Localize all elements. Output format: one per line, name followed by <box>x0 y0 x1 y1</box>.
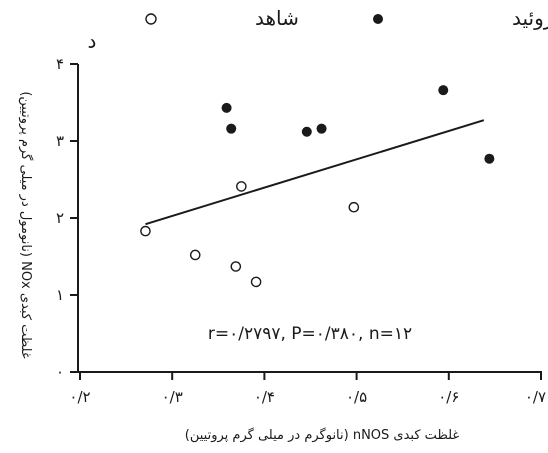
y-tick-label: ۲ <box>56 209 64 227</box>
panel-label: د <box>88 29 97 53</box>
legend-marker-thyroid <box>373 14 383 24</box>
x-tick-label: ۰/۵ <box>346 388 367 406</box>
y-tick-label: ۱ <box>56 286 64 304</box>
x-axis-title: غلظت کبدی nNOS (نانوگرم در میلی گرم پروت… <box>185 427 460 443</box>
data-point-thyroid <box>438 85 449 96</box>
x-tick-label: ۰/۶ <box>438 388 459 406</box>
data-point-control <box>230 261 242 272</box>
data-point-thyroid <box>484 153 495 164</box>
data-point-control <box>236 181 247 192</box>
x-tick-label: ۰/۴ <box>254 388 275 406</box>
y-tick-label: ۴ <box>56 55 64 73</box>
y-tick-label: ۰ <box>56 363 64 381</box>
legend: پرکار تیروئید شاهد <box>145 6 548 31</box>
legend-marker-control <box>145 13 157 25</box>
regression-line <box>145 119 485 226</box>
data-point-thyroid <box>316 123 327 134</box>
data-point-thyroid <box>301 126 312 137</box>
y-axis-ticks: ۰ ۱ ۲ ۳ ۴ <box>56 55 78 381</box>
legend-label-control: شاهد <box>255 6 299 30</box>
data-points <box>140 85 495 288</box>
data-point-thyroid <box>226 123 237 134</box>
y-tick-label: ۳ <box>56 132 64 150</box>
data-point-thyroid <box>221 102 232 113</box>
data-point-control <box>140 225 151 237</box>
x-tick-label: ۰/۷ <box>525 388 546 406</box>
data-point-control <box>348 201 360 213</box>
x-tick-label: ۰/۳ <box>162 388 183 406</box>
legend-label-thyroid: پرکار تیروئید <box>512 6 548 31</box>
stats-annotation: r=۰/۲۷۹۷, P=۰/۳۸۰, n=۱۲ <box>208 324 412 344</box>
data-point-control <box>250 276 262 288</box>
y-axis-title: غلظت کبدی NOx (نانومول در میلی گرم پروتی… <box>18 91 34 359</box>
x-tick-label: ۰/۲ <box>69 388 90 406</box>
data-point-control <box>189 249 201 261</box>
x-axis-ticks: ۰/۲ ۰/۳ ۰/۴ ۰/۵ ۰/۶ ۰/۷ <box>69 372 546 406</box>
